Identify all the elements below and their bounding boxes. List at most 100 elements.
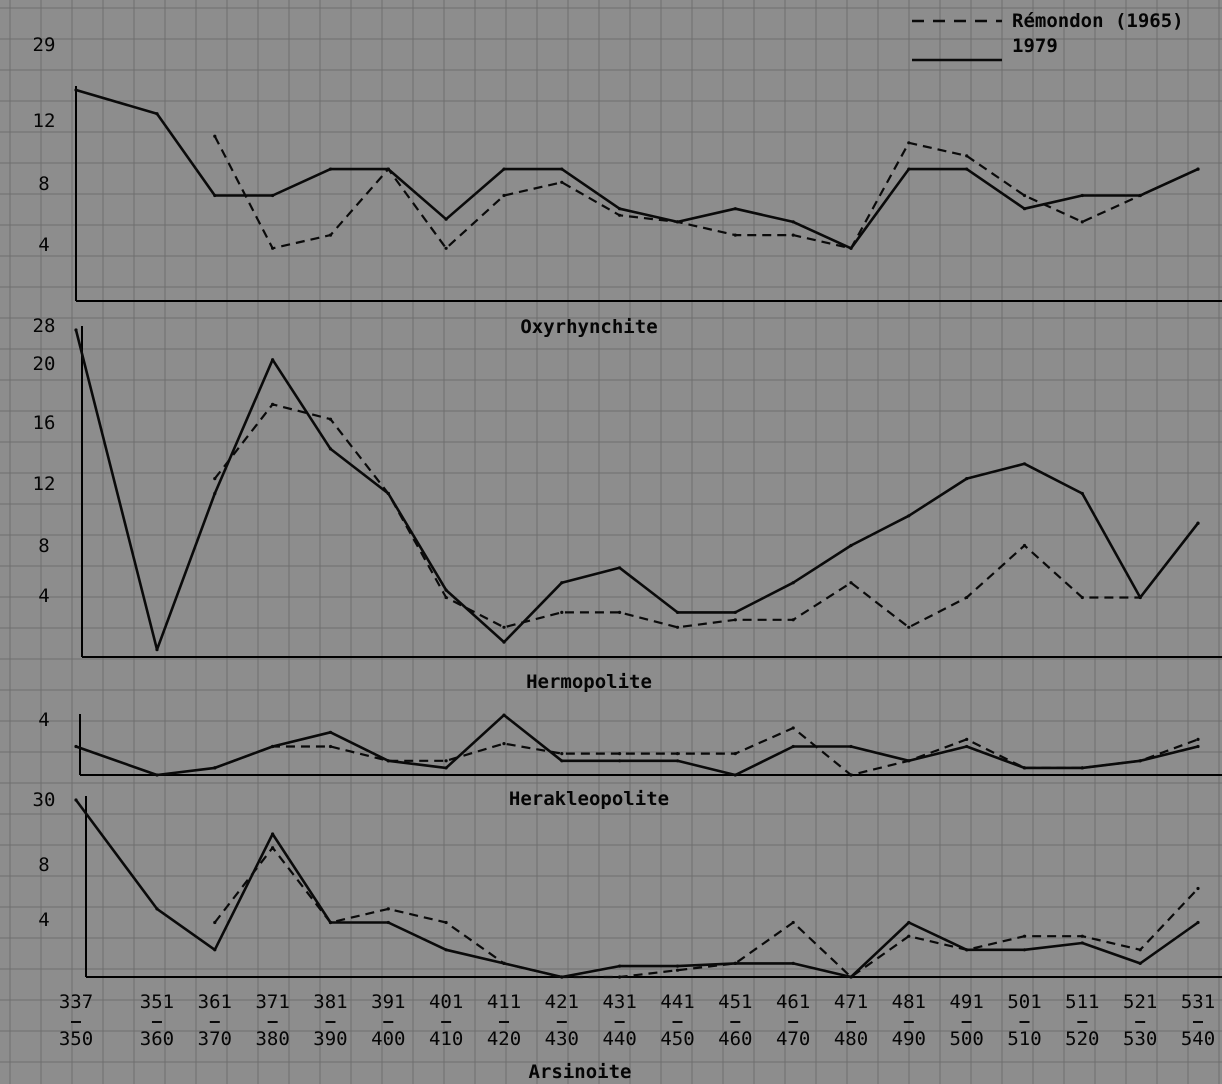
data-point: [791, 233, 795, 237]
data-point: [271, 846, 275, 850]
x-tick-label-end: 520: [1065, 1028, 1099, 1050]
data-point: [386, 491, 390, 496]
data-point: [271, 744, 275, 749]
series-line-1979: [75, 713, 1199, 777]
x-tick-label-end: 430: [545, 1028, 579, 1050]
x-tick-label-start: 451: [718, 991, 752, 1013]
x-tick-label-start: 361: [198, 991, 232, 1013]
data-point: [444, 246, 448, 250]
y-tick-label: 8: [38, 173, 49, 195]
x-tick-label-start: 511: [1065, 991, 1099, 1013]
y-tick-label: 4: [38, 909, 49, 931]
data-point: [907, 920, 911, 925]
data-point: [791, 618, 795, 622]
data-point: [328, 417, 333, 421]
data-point: [618, 752, 622, 756]
data-point: [733, 773, 737, 777]
x-axis-title: Arsinoite: [529, 1061, 632, 1083]
x-tick-label-end: 350: [59, 1028, 93, 1050]
x-tick-label-end: 450: [660, 1028, 694, 1050]
x-tick-label-end: 380: [255, 1028, 289, 1050]
data-point: [502, 625, 506, 629]
data-point: [965, 595, 969, 600]
data-point: [965, 744, 969, 749]
data-point: [560, 975, 564, 979]
data-point: [271, 402, 275, 406]
legend-1979-label: 1979: [1012, 35, 1058, 57]
x-tick-label-end: 370: [198, 1028, 232, 1050]
x-tick-label-end: 540: [1181, 1028, 1215, 1050]
data-point: [1138, 948, 1142, 952]
data-point: [1196, 167, 1200, 171]
series-line-1979: [74, 329, 1200, 651]
data-point: [675, 220, 680, 224]
y-tick-label: 12: [33, 110, 56, 132]
data-point: [74, 88, 78, 92]
data-point: [1022, 207, 1027, 211]
x-tick-label-start: 461: [776, 991, 810, 1013]
panel-title: Hermopolite: [526, 671, 652, 693]
x-tick-label-start: 471: [834, 991, 868, 1013]
legend-remondon-label: Rémondon (1965): [1012, 10, 1184, 32]
data-point: [618, 975, 622, 979]
panel-title: Oxyrhynchite: [520, 316, 657, 338]
data-point: [328, 730, 333, 734]
x-tick-label-end: 360: [140, 1028, 174, 1050]
x-tick-label-end: 440: [602, 1028, 636, 1050]
x-tick-label-end: 390: [313, 1028, 347, 1050]
y-tick-label: 4: [38, 234, 49, 256]
data-point: [560, 167, 564, 171]
data-point: [1196, 737, 1200, 742]
data-point: [791, 961, 795, 966]
x-tick-label-start: 337: [59, 991, 93, 1013]
data-point: [1138, 759, 1142, 763]
data-point: [849, 246, 853, 250]
data-point: [213, 193, 217, 198]
y-tick-label: 30: [33, 789, 56, 811]
x-tick-label-end: 410: [429, 1028, 463, 1050]
x-tick-label-start: 501: [1007, 991, 1041, 1013]
data-point: [328, 744, 333, 749]
data-point: [444, 595, 448, 600]
y-tick-label: 8: [38, 535, 49, 557]
x-tick-label-start: 351: [140, 991, 174, 1013]
data-point: [675, 625, 680, 629]
data-point: [733, 610, 737, 615]
data-point: [560, 752, 564, 756]
data-point: [675, 752, 680, 756]
data-point: [618, 566, 622, 570]
y-tick-label: 4: [38, 585, 49, 607]
data-point: [1138, 193, 1142, 198]
panel-arsinoite: 30 8 4: [33, 789, 1222, 979]
data-point: [444, 588, 448, 592]
series-line-1979: [75, 88, 1199, 250]
data-point: [560, 180, 564, 184]
data-point: [74, 744, 78, 749]
data-point: [74, 798, 78, 802]
data-point: [618, 964, 622, 968]
data-point: [907, 625, 911, 629]
x-tick-label-start: 371: [255, 991, 289, 1013]
panel-hermopolite: 28 20 16 12 8 4 Hermopolite: [33, 315, 1222, 693]
data-point: [1022, 948, 1027, 952]
data-point: [907, 141, 911, 145]
data-point: [155, 907, 159, 911]
data-point: [1196, 920, 1200, 925]
data-point: [849, 744, 853, 749]
x-tick-label-start: 391: [371, 991, 405, 1013]
data-point: [502, 193, 506, 198]
data-point: [560, 610, 564, 615]
data-point: [965, 167, 969, 171]
data-point: [675, 759, 680, 763]
data-point: [907, 759, 911, 763]
data-point: [502, 961, 506, 966]
series-line-remondon-1965: [213, 135, 1199, 250]
x-tick-label-end: 400: [371, 1028, 405, 1050]
data-point: [444, 759, 448, 763]
x-tick-label-start: 401: [429, 991, 463, 1013]
data-point: [328, 920, 333, 925]
data-point: [907, 934, 911, 938]
data-point: [733, 207, 737, 211]
